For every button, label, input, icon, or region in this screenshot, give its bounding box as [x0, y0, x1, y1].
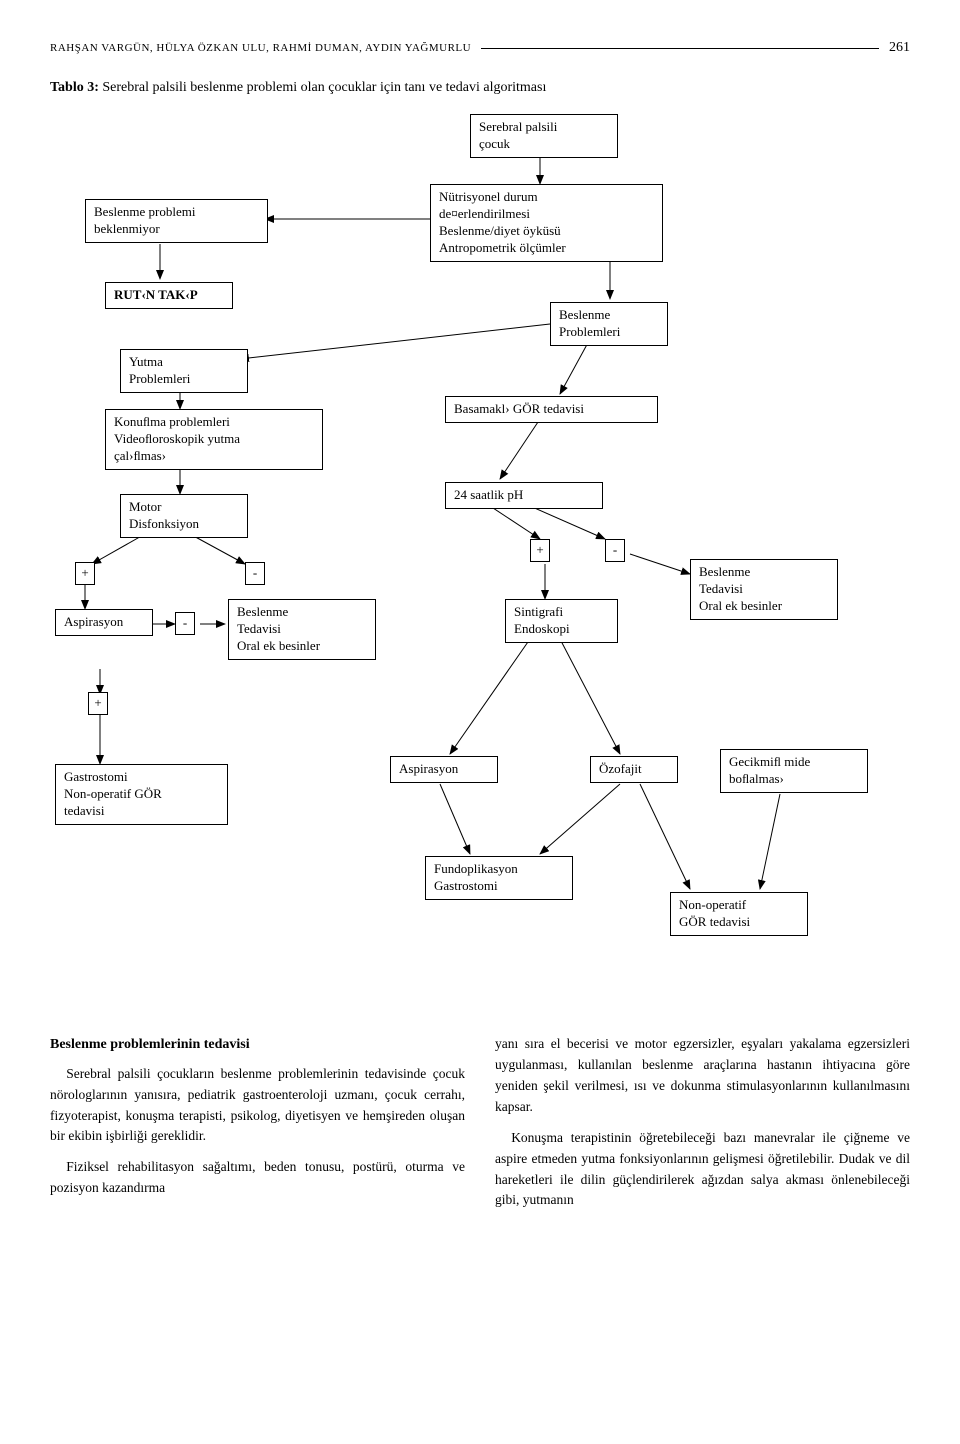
box-fundoplication: FundoplikasyonGastrostomi — [425, 856, 573, 900]
col-left: Beslenme problemlerinin tedavisi Serebra… — [50, 1034, 465, 1221]
box-nonoperative: Non-operatifGÖR tedavisi — [670, 892, 808, 936]
paragraph-2: Fiziksel rehabilitasyon sağaltımı, beden… — [50, 1157, 465, 1199]
box-swallowing: YutmaProblemleri — [120, 349, 248, 393]
box-esophagitis: Özofajit — [590, 756, 678, 783]
box-feeding-problems: BeslenmeProblemleri — [550, 302, 668, 346]
page-number: 261 — [889, 40, 910, 56]
box-aspiration-2: Aspirasyon — [390, 756, 498, 783]
section-heading: Beslenme problemlerinin tedavisi — [50, 1034, 465, 1056]
box-ph24: 24 saatlik pH — [445, 482, 603, 509]
paragraph-4: Konuşma terapistinin öğretebileceği bazı… — [495, 1128, 910, 1212]
box-delayed: Gecikmiﬂ mideboﬂalmas› — [720, 749, 868, 793]
box-motor: MotorDisfonksiyon — [120, 494, 248, 538]
paragraph-1: Serebral palsili çocukların beslenme pro… — [50, 1064, 465, 1148]
box-feeding-therapy-1: BeslenmeTedavisiOral ek besinler — [228, 599, 376, 660]
table-title: Tablo 3: Serebral palsili beslenme probl… — [50, 80, 910, 96]
box-plus-1: + — [75, 562, 95, 585]
box-stepwise: Basamakl› GÖR tedavisi — [445, 396, 658, 423]
box-feeding-therapy-2: BeslenmeTedavisiOral ek besinler — [690, 559, 838, 620]
header-rule — [481, 48, 879, 49]
box-plus-2: + — [530, 539, 550, 562]
box-nutrition-eval: Nütrisyonel durumde¤erlendirilmesiBeslen… — [430, 184, 663, 262]
box-minus-2: - — [605, 539, 625, 562]
header-authors: RAHŞAN VARGÜN, HÜLYA ÖZKAN ULU, RAHMİ DU… — [50, 42, 471, 54]
box-aspiration-1: Aspirasyon — [55, 609, 153, 636]
col-right: yanı sıra el becerisi ve motor egzersizl… — [495, 1034, 910, 1221]
paragraph-3: yanı sıra el becerisi ve motor egzersizl… — [495, 1034, 910, 1118]
box-minus-1: - — [245, 562, 265, 585]
box-plus-3: + — [88, 692, 108, 715]
box-routine: RUT‹N TAK‹P — [105, 282, 233, 309]
box-gastrostomy: GastrostomiNon-operatif GÖRtedavisi — [55, 764, 228, 825]
body-columns: Beslenme problemlerinin tedavisi Serebra… — [50, 1034, 910, 1221]
box-sintigraphy: SintigrafiEndoskopi — [505, 599, 618, 643]
box-minus-3: - — [175, 612, 195, 635]
table-title-label: Tablo 3: — [50, 80, 99, 95]
box-no-problem: Beslenme problemibeklenmiyor — [85, 199, 268, 243]
box-speech: Konuﬂma problemleriVideoﬂoroskopik yutma… — [105, 409, 323, 470]
flowchart: Serebral palsiliçocuk Beslenme problemib… — [50, 114, 910, 1014]
table-title-text: Serebral palsili beslenme problemi olan … — [99, 80, 546, 95]
box-cp-child: Serebral palsiliçocuk — [470, 114, 618, 158]
